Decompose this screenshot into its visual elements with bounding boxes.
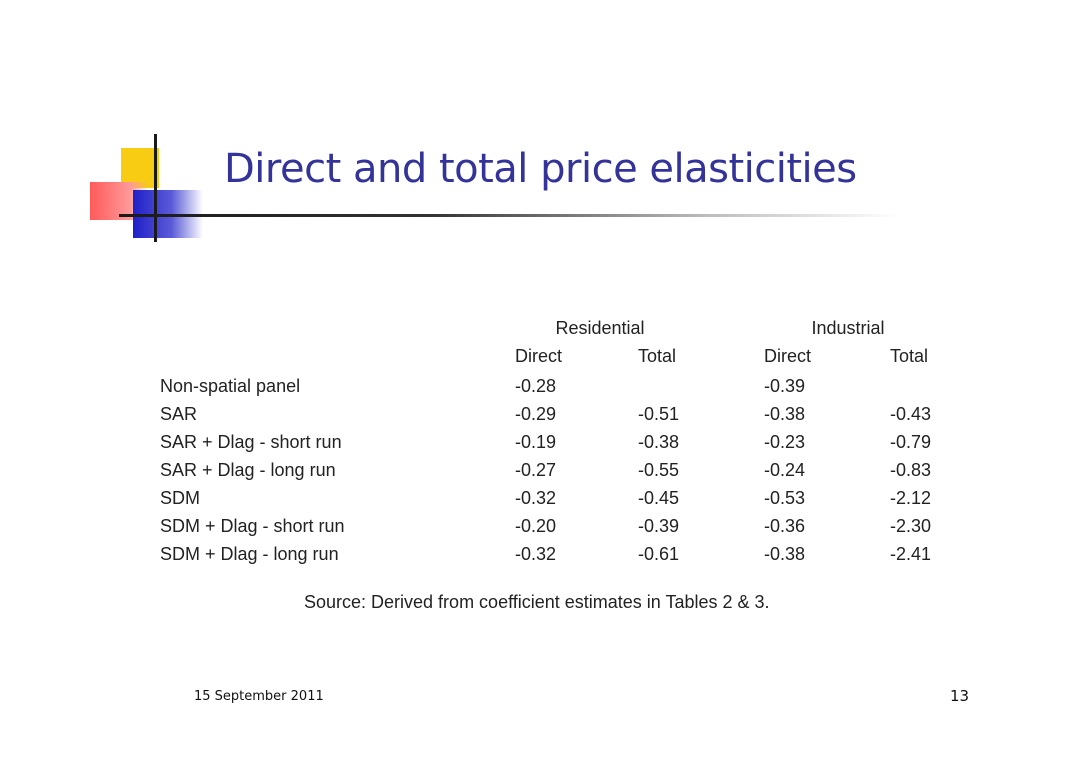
table-row: SDM + Dlag - short run -0.20 -0.39 -0.36… [160,514,960,542]
cell-industrial-total: -0.43 [890,404,932,424]
row-label: SAR + Dlag - short run [160,432,342,452]
column-header-industrial-direct: Direct [764,346,812,366]
cell-industrial-direct: -0.39 [764,376,806,396]
cell-residential-direct: -0.20 [515,516,557,536]
row-label: SDM + Dlag - long run [160,544,339,564]
table-row: SDM -0.32 -0.45 -0.53 -2.12 [160,486,960,514]
table-row: SDM + Dlag - long run -0.32 -0.61 -0.38 … [160,542,960,570]
cell-industrial-total: -2.41 [890,544,932,564]
row-label: SDM [160,488,200,508]
cell-industrial-total: -2.30 [890,516,932,536]
cell-industrial-total: -2.12 [890,488,932,508]
yellow-square [121,148,159,188]
cell-industrial-direct: -0.36 [764,516,806,536]
blue-square [133,190,203,238]
cell-residential-direct: -0.29 [515,404,557,424]
group-header-row: Residential Industrial [160,318,960,344]
table-row: Non-spatial panel -0.28 -0.39 [160,374,960,402]
cell-industrial-direct: -0.38 [764,404,806,424]
table-row: SAR + Dlag - long run -0.27 -0.55 -0.24 … [160,458,960,486]
table-body: Non-spatial panel -0.28 -0.39 SAR -0.29 … [160,374,960,570]
column-header-industrial-total: Total [890,346,929,366]
cell-residential-direct: -0.19 [515,432,557,452]
cell-residential-total: -0.55 [638,460,680,480]
cell-residential-total: -0.45 [638,488,680,508]
column-header-residential-direct: Direct [515,346,563,366]
cell-residential-direct: -0.32 [515,544,557,564]
cell-industrial-direct: -0.24 [764,460,806,480]
source-note: Source: Derived from coefficient estimat… [304,592,770,612]
cell-residential-total: -0.51 [638,404,680,424]
column-header-residential-total: Total [638,346,677,366]
cell-residential-direct: -0.28 [515,376,557,396]
slide-title: Direct and total price elasticities [224,146,857,192]
cell-residential-direct: -0.27 [515,460,557,480]
footer-date: 15 September 2011 [194,689,324,704]
cell-industrial-direct: -0.38 [764,544,806,564]
column-header-row: Direct Total Direct Total [160,346,960,372]
cell-residential-direct: -0.32 [515,488,557,508]
cell-industrial-total: -0.79 [890,432,932,452]
row-label: Non-spatial panel [160,376,301,396]
logo-vertical-line [154,134,157,242]
cell-residential-total: -0.38 [638,432,680,452]
title-underline [119,214,899,217]
group-header-industrial: Industrial [811,318,885,338]
cell-industrial-direct: -0.23 [764,432,806,452]
cell-residential-total: -0.61 [638,544,680,564]
group-header-residential: Residential [555,318,645,338]
row-label: SAR [160,404,198,424]
table-row: SAR + Dlag - short run -0.19 -0.38 -0.23… [160,430,960,458]
page-number: 13 [950,687,970,705]
table-row: SAR -0.29 -0.51 -0.38 -0.43 [160,402,960,430]
row-label: SAR + Dlag - long run [160,460,336,480]
cell-industrial-total: -0.83 [890,460,932,480]
cell-industrial-direct: -0.53 [764,488,806,508]
cell-residential-total: -0.39 [638,516,680,536]
row-label: SDM + Dlag - short run [160,516,345,536]
red-square [90,182,148,220]
